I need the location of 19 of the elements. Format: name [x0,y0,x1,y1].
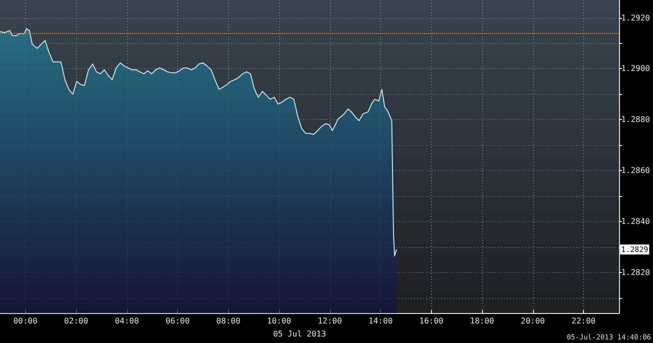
y-tick-label: 1.2880 [621,115,650,124]
x-axis-title: 05 Jul 2013 [273,330,326,338]
y-tick-label: 1.2920 [621,13,650,22]
x-tick-label: 12:00 [318,316,342,326]
x-tick-label: 18:00 [470,316,494,326]
x-tick-label: 20:00 [520,316,546,326]
x-tick-label: 22:00 [572,316,596,326]
x-tick-label: 16:00 [419,316,444,326]
x-tick-label: 14:00 [368,316,393,326]
x-tick-label: 04:00 [114,316,140,326]
y-tick-label: 1.2820 [621,268,650,277]
x-tick-label: 02:00 [64,316,88,326]
x-tick-label: 06:00 [166,316,190,326]
y-tick-label: 1.2900 [621,64,650,74]
x-tick-label: 10:00 [267,316,292,326]
y-tick-label: 1.2860 [621,166,650,176]
x-tick-label: 00:00 [13,316,38,326]
y-tick-label: 1.2840 [621,216,650,226]
x-tick-label: 08:00 [216,316,241,326]
